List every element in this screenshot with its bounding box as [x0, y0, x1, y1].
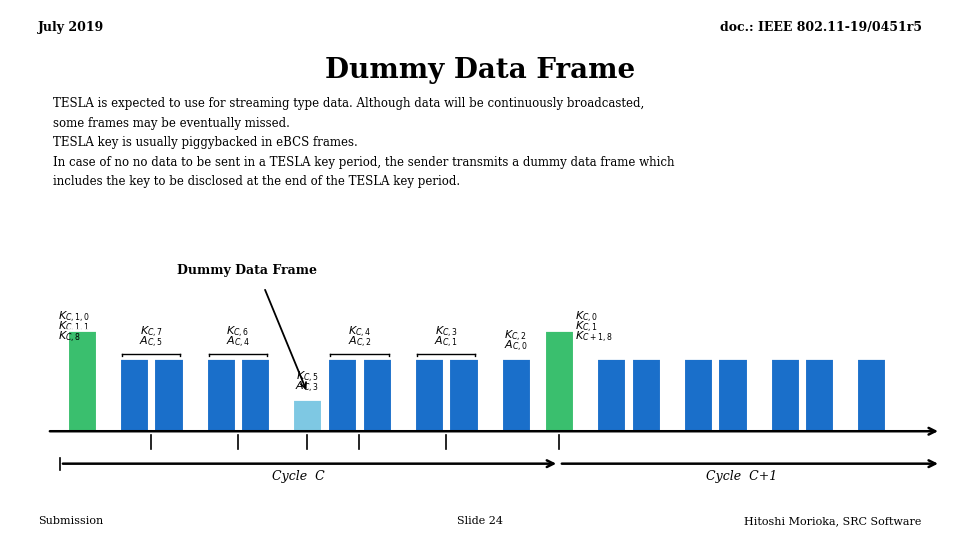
Bar — [805, 358, 833, 431]
Bar — [545, 330, 573, 431]
Text: Slide 24: Slide 24 — [457, 516, 503, 526]
Text: $K_{C,1}$: $K_{C,1}$ — [575, 320, 598, 335]
Text: $A_{C,3}$: $A_{C,3}$ — [296, 380, 320, 395]
Text: $K_{C,4}$: $K_{C,4}$ — [348, 325, 372, 340]
Text: $K_{C,7}$: $K_{C,7}$ — [140, 325, 162, 340]
Text: Cycle  C: Cycle C — [273, 470, 325, 483]
Bar — [684, 358, 712, 431]
Text: $K_{C,8}$: $K_{C,8}$ — [58, 330, 81, 345]
Text: Cycle  C+1: Cycle C+1 — [706, 470, 777, 483]
Text: Submission: Submission — [38, 516, 104, 526]
Text: $K_{C,2}$: $K_{C,2}$ — [504, 329, 527, 344]
Bar — [597, 358, 625, 431]
Bar — [206, 358, 234, 431]
Text: $A_{C,2}$: $A_{C,2}$ — [348, 335, 372, 350]
Bar — [294, 399, 322, 431]
Bar — [363, 358, 391, 431]
Bar — [120, 358, 148, 431]
Text: $K_{C,3}$: $K_{C,3}$ — [435, 325, 458, 340]
Bar — [449, 358, 478, 431]
Text: $K_{C,5}$: $K_{C,5}$ — [296, 369, 319, 384]
Bar — [155, 358, 182, 431]
Text: $K_{C,0}$: $K_{C,0}$ — [575, 309, 598, 325]
Text: $K_{C+1,8}$: $K_{C+1,8}$ — [575, 330, 612, 345]
Text: $A_{C,0}$: $A_{C,0}$ — [504, 339, 528, 354]
Bar — [328, 358, 356, 431]
Text: $A_{C,1}$: $A_{C,1}$ — [434, 335, 458, 350]
Bar — [501, 358, 530, 431]
Bar — [241, 358, 270, 431]
Bar — [68, 330, 96, 431]
Text: $A_{C,5}$: $A_{C,5}$ — [139, 335, 163, 350]
Text: Dummy Data Frame: Dummy Data Frame — [177, 264, 317, 277]
Bar — [415, 358, 443, 431]
Text: Dummy Data Frame: Dummy Data Frame — [324, 57, 636, 84]
Bar — [718, 358, 747, 431]
Text: $K_{C,1,0}$: $K_{C,1,0}$ — [58, 309, 90, 325]
Text: TESLA is expected to use for streaming type data. Although data will be continuo: TESLA is expected to use for streaming t… — [53, 97, 674, 188]
Bar — [771, 358, 799, 431]
Text: July 2019: July 2019 — [38, 21, 105, 33]
Text: $K_{C,6}$: $K_{C,6}$ — [227, 325, 250, 340]
Text: Hitoshi Morioka, SRC Software: Hitoshi Morioka, SRC Software — [744, 516, 922, 526]
Bar — [857, 358, 885, 431]
Text: doc.: IEEE 802.11-19/0451r5: doc.: IEEE 802.11-19/0451r5 — [720, 21, 922, 33]
Text: $A_{C,4}$: $A_{C,4}$ — [226, 335, 250, 350]
Bar — [632, 358, 660, 431]
Text: $K_{C,1,1}$: $K_{C,1,1}$ — [58, 320, 90, 335]
